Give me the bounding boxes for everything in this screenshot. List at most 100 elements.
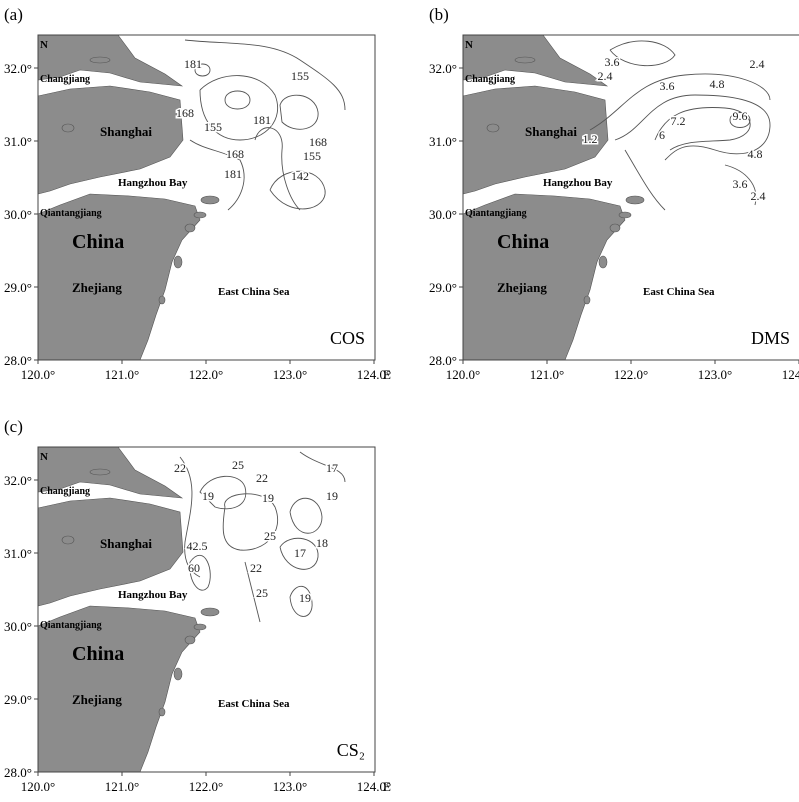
x-tick-label: 120.0° (21, 367, 55, 382)
x-tick-label: 124.0° (357, 779, 391, 794)
map-panel: (a) COS N Changjiang Shanghai Hangzhou Bay Qia… (4, 5, 391, 382)
contour-label: 18 (316, 536, 328, 550)
contour-line (654, 107, 751, 151)
contour-label: 142 (291, 169, 309, 183)
place-name: China (72, 231, 124, 253)
x-tick-label: 123.0° (698, 367, 732, 382)
contour-line (279, 537, 319, 570)
place-name: Hangzhou Bay (543, 177, 613, 189)
contour-label: 181 (253, 113, 271, 127)
x-tick-label: 121.0° (530, 367, 564, 382)
contour-line (609, 40, 676, 67)
contour-label: 42.5 (187, 539, 208, 553)
y-tick-label: 32.0° (4, 473, 32, 488)
place-name: Shanghai (525, 124, 577, 139)
place-name: Zhejiang (497, 280, 547, 295)
place-name: East China Sea (218, 698, 290, 710)
contour-line (279, 94, 319, 130)
contour-line (222, 493, 278, 551)
place-name: N (465, 39, 473, 51)
y-tick-label: 29.0° (4, 280, 32, 295)
map-panel: (b) DMS N Changjiang Shanghai Hangzhou Bay Qia… (429, 5, 799, 382)
y-tick-label: 31.0° (4, 546, 32, 561)
place-name: Shanghai (100, 124, 152, 139)
contour-line (624, 149, 666, 211)
contour-line (289, 585, 313, 617)
y-tick-label: 28.0° (4, 353, 32, 368)
y-tick-label: 29.0° (429, 280, 457, 295)
contour-line (189, 554, 211, 591)
x-tick-label: 121.0° (105, 779, 139, 794)
contour-label: 25 (264, 529, 276, 543)
contour-line (254, 127, 301, 211)
place-name: Shanghai (100, 536, 152, 551)
x-tick-label: 122.0° (614, 367, 648, 382)
contour-label: 22 (256, 471, 268, 485)
contour-line (244, 561, 261, 623)
x-tick-label: 120.0° (446, 367, 480, 382)
y-tick-label: 28.0° (429, 353, 457, 368)
panel-label: (c) (4, 417, 23, 436)
contour-label: 17 (294, 546, 306, 560)
contour-label: 155 (204, 120, 222, 134)
contour-line (299, 451, 346, 483)
contour-label: 181 (184, 57, 202, 71)
contour-label: 168 (309, 135, 327, 149)
contour-label: 168 (226, 147, 244, 161)
contour-label: 155 (303, 149, 321, 163)
y-tick-label: 28.0° (4, 765, 32, 780)
x-unit: E (383, 367, 391, 382)
x-tick-label: 123.0° (273, 779, 307, 794)
contour-label: 22 (250, 561, 262, 575)
y-tick-label: 30.0° (429, 207, 457, 222)
contour-line (724, 164, 757, 206)
contour-label: 9.6 (733, 109, 748, 123)
place-name: Hangzhou Bay (118, 589, 188, 601)
contour-label: 168 (176, 106, 194, 120)
contour-label: 25 (232, 458, 244, 472)
contour-line (729, 112, 751, 128)
place-name: Changjiang (465, 74, 515, 85)
contour-label: 25 (256, 586, 268, 600)
contour-line (179, 456, 201, 578)
x-tick-label: 123.0° (273, 367, 307, 382)
x-tick-label: 124.0° (782, 367, 799, 382)
species-label: COS (330, 328, 365, 348)
place-name: N (40, 451, 48, 463)
y-tick-label: 32.0° (4, 61, 32, 76)
contour-label: 2.4 (598, 69, 613, 83)
species-label: CS₂ (337, 740, 365, 760)
contour-line (589, 73, 771, 131)
contour-label: 6 (659, 128, 665, 142)
contour-label: 19 (262, 491, 274, 505)
contour-label: 4.8 (710, 77, 725, 91)
contour-line (194, 63, 211, 77)
panel-label: (a) (4, 5, 23, 24)
x-tick-label: 124.0° (357, 367, 391, 382)
contour-label: 19 (326, 489, 338, 503)
contour-label: 3.6 (733, 177, 748, 191)
contour-label: 60 (188, 561, 200, 575)
y-tick-label: 30.0° (4, 207, 32, 222)
place-name: Hangzhou Bay (118, 177, 188, 189)
x-unit: E (383, 779, 391, 794)
x-tick-label: 122.0° (189, 367, 223, 382)
contour-label: 1.2 (583, 132, 598, 146)
species-label: DMS (751, 328, 790, 348)
place-name: Qiantangjiang (465, 208, 527, 219)
place-name: China (497, 231, 549, 253)
contour-label: 155 (291, 69, 309, 83)
x-tick-label: 122.0° (189, 779, 223, 794)
y-tick-label: 29.0° (4, 692, 32, 707)
contour-line (269, 170, 326, 210)
contour-label: 7.2 (671, 114, 686, 128)
contour-line (184, 39, 346, 111)
y-tick-label: 30.0° (4, 619, 32, 634)
x-tick-label: 121.0° (105, 367, 139, 382)
contour-label: 4.8 (748, 147, 763, 161)
contour-label: 22 (174, 461, 186, 475)
place-name: China (72, 643, 124, 665)
contour-line (224, 90, 251, 110)
contour-label: 19 (299, 591, 311, 605)
x-tick-label: 120.0° (21, 779, 55, 794)
